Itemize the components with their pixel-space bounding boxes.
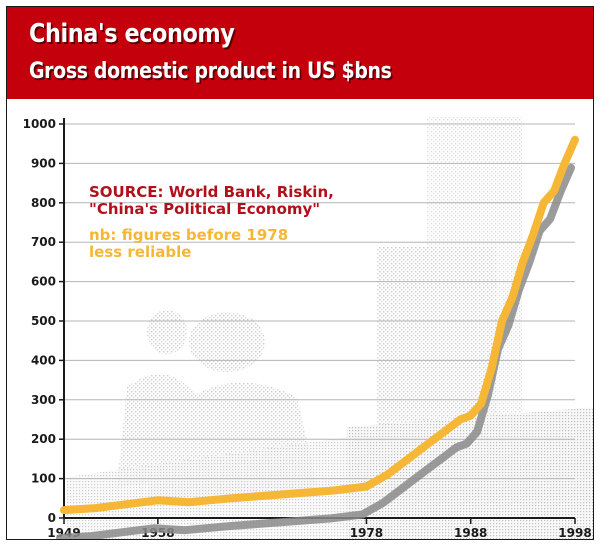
series-gdp bbox=[56, 135, 579, 539]
gdp-point-1961 bbox=[187, 500, 191, 504]
x-tick-label-1988: 1988 bbox=[454, 526, 487, 540]
gdp-point-1993 bbox=[521, 260, 525, 264]
y-tick-label-900: 900 bbox=[31, 156, 56, 170]
gdp-point-1978 bbox=[364, 484, 368, 488]
chart-subtitle: Gross domestic product in US $bns bbox=[29, 59, 392, 84]
grid-lines bbox=[64, 123, 575, 480]
gdp-point-1975 bbox=[333, 488, 337, 492]
y-tick-label-600: 600 bbox=[31, 275, 56, 289]
nb-line-1: nb: figures before 1978 bbox=[89, 226, 289, 244]
gdp-point-1970 bbox=[281, 492, 285, 496]
gdp-point-1980 bbox=[385, 473, 389, 477]
gdp-point-1988 bbox=[469, 414, 473, 418]
gdp-point-1982 bbox=[406, 457, 410, 461]
y-tick-label-700: 700 bbox=[31, 235, 56, 249]
gdp-point-1986 bbox=[448, 425, 452, 429]
gdp-point-1998 bbox=[573, 138, 577, 142]
y-tick-label-800: 800 bbox=[31, 196, 56, 210]
y-tick-label-1000: 1000 bbox=[23, 117, 56, 131]
y-axis-ticks: 0 100 200 300 400 500 600 700 800 900 1000 bbox=[23, 117, 64, 525]
source-line-1: SOURCE: World Bank, Riskin, bbox=[89, 183, 334, 201]
gdp-point-1994 bbox=[531, 232, 535, 236]
y-tick-label-200: 200 bbox=[31, 432, 56, 446]
series-shadow bbox=[56, 163, 575, 539]
x-axis-ticks: 1949 1958 1978 1988 1998 bbox=[47, 518, 592, 540]
gdp-point-1991 bbox=[500, 319, 504, 323]
gdp-point-1989 bbox=[479, 402, 483, 406]
gdp-point-1996 bbox=[552, 189, 556, 193]
y-tick-label-100: 100 bbox=[31, 472, 56, 486]
y-tick-label-500: 500 bbox=[31, 314, 56, 328]
source-line-2: "China's Political Economy" bbox=[89, 200, 321, 218]
chart-title: China's economy bbox=[29, 19, 235, 49]
nb-line-2: less reliable bbox=[89, 243, 192, 261]
y-tick-label-400: 400 bbox=[31, 353, 56, 367]
x-tick-label-1978: 1978 bbox=[350, 526, 383, 540]
y-tick-label-300: 300 bbox=[31, 393, 56, 407]
gdp-point-1984 bbox=[427, 441, 431, 445]
chart-header: China's economy Gross domestic product i… bbox=[7, 7, 593, 99]
x-tick-label-1998: 1998 bbox=[558, 526, 591, 540]
gdp-point-1965 bbox=[229, 496, 233, 500]
gdp-point-1949 bbox=[62, 508, 66, 512]
gdp-point-1997 bbox=[563, 161, 567, 165]
gdp-point-1987 bbox=[458, 418, 462, 421]
background-photo bbox=[67, 117, 593, 539]
gdp-point-1990 bbox=[490, 366, 494, 370]
gdp-point-1992 bbox=[510, 295, 514, 299]
chart-frame: China's economy Gross domestic product i… bbox=[6, 6, 594, 540]
gdp-point-1952 bbox=[93, 506, 97, 510]
source-note: SOURCE: World Bank, Riskin, "China's Pol… bbox=[89, 184, 334, 218]
y-tick-label-0: 0 bbox=[48, 511, 56, 525]
gdp-point-1958 bbox=[156, 498, 160, 502]
gdp-point-1955 bbox=[125, 502, 129, 506]
reliability-note: nb: figures before 1978 less reliable bbox=[89, 227, 288, 261]
gdp-point-1995 bbox=[542, 201, 546, 205]
